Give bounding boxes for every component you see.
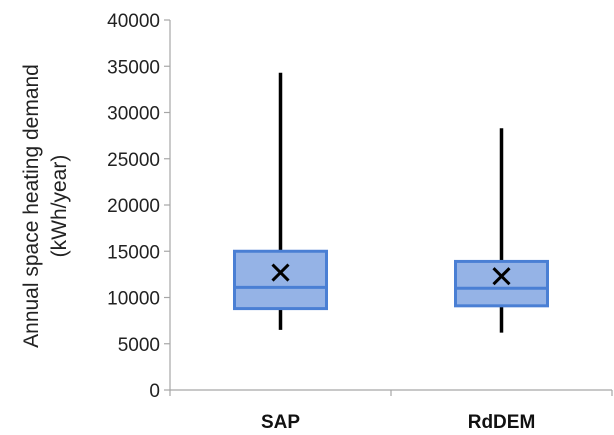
y-tick-label: 20000	[107, 196, 160, 217]
x-category-label: RdDEM	[468, 412, 536, 433]
box-sap	[233, 72, 328, 330]
box-iqr	[454, 259, 549, 308]
y-tick-label: 15000	[107, 242, 160, 263]
y-axis-title-line-2: (kWh/year)	[48, 155, 71, 258]
y-tick-label: 25000	[107, 150, 160, 171]
mean-marker	[492, 267, 511, 286]
y-axis-title-line-1: Annual space heating demand	[20, 64, 43, 348]
box-iqr	[233, 249, 328, 311]
box-rddem	[454, 128, 549, 333]
x-axis: SAP RdDEM	[169, 389, 613, 433]
x-category-label: SAP	[261, 412, 300, 433]
y-tick-label: 0	[149, 381, 160, 402]
y-tick-label: 35000	[107, 57, 160, 78]
y-axis: 0 5000 10000 15000 20000 25000 30000 35000 40000	[107, 11, 171, 402]
y-tick-label: 30000	[107, 104, 160, 125]
y-tick-label: 40000	[107, 11, 160, 32]
mean-marker	[271, 263, 290, 282]
y-tick-label: 10000	[107, 289, 160, 310]
y-axis-title: Annual space heating demand (kWh/year)	[20, 64, 71, 348]
y-tick-label: 5000	[118, 335, 160, 356]
plot-area	[233, 72, 549, 333]
